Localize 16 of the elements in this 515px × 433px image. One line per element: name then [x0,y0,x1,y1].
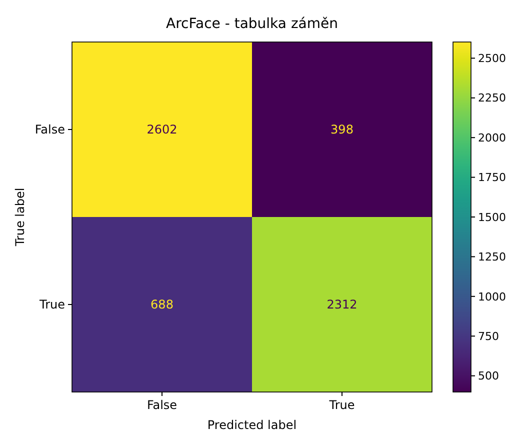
color-bar-label: 1250 [478,250,506,264]
data-label: 2602 [146,122,178,137]
data-label: 398 [330,122,354,137]
data-label: 688 [150,298,174,312]
color-bar-label: 1000 [478,290,506,304]
color-bar-label: 2000 [478,131,506,144]
color-bar-label: 2500 [478,52,506,66]
y-axis-title: True label [13,188,27,248]
color-bar-label: 500 [478,370,499,383]
color-bar-label: 1500 [478,210,506,224]
color-bar-label: 750 [478,330,499,343]
x-axis-title: Predicted label [207,418,297,432]
data-label: 2312 [326,298,358,312]
chart-title: ArcFace - tabulka záměn [166,16,338,32]
color-bar-label: 2250 [478,92,506,105]
color-bar-label: 1750 [478,171,506,184]
